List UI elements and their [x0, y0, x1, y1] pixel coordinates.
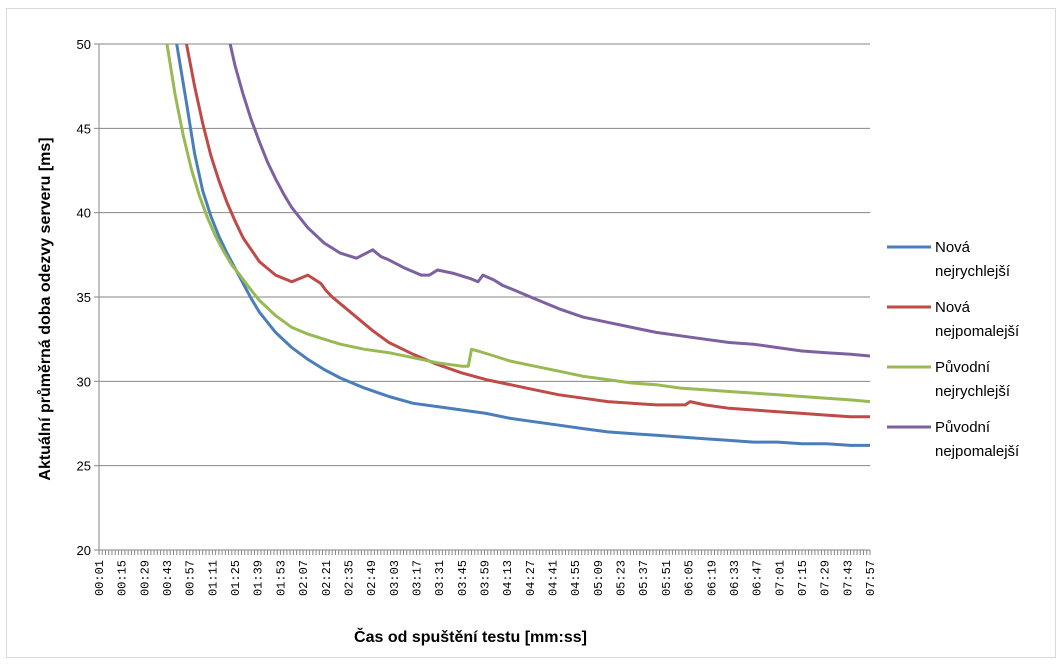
y-tick-label: 45 [77, 121, 91, 136]
x-tick-label: 01:53 [274, 560, 288, 596]
x-tick-label: 07:15 [796, 560, 810, 596]
x-tick-label: 05:51 [660, 560, 674, 596]
x-tick-label: 02:49 [365, 560, 379, 596]
x-tick-label: 00:01 [93, 560, 107, 596]
x-tick-label: 07:01 [773, 560, 787, 596]
x-tick-label: 05:09 [592, 560, 606, 596]
y-tick-label: 30 [77, 374, 91, 389]
x-tick-label: 01:39 [252, 560, 266, 596]
x-tick-label: 02:35 [342, 560, 356, 596]
legend-label-2: Nová nejpomalejší [935, 299, 1020, 340]
chart-frame: 20 25 30 35 40 45 50 00:01 00:15 00:29 00:43 00:57… [6, 8, 1056, 658]
x-axis-ticks: 00:01 00:15 00:29 00:43 00:57 01:11 01:25 01:39… [93, 550, 878, 596]
x-tick-label: 00:29 [138, 560, 152, 596]
y-tick-label: 35 [77, 290, 91, 305]
line-chart: 20 25 30 35 40 45 50 00:01 00:15 00:29 00:43 00:57… [37, 37, 1020, 646]
x-tick-label: 04:27 [524, 560, 538, 596]
x-tick-label: 04:41 [547, 560, 561, 596]
x-tick-label: 04:55 [569, 560, 583, 596]
x-tick-label: 01:11 [206, 560, 220, 596]
y-axis-title: Aktuální průměrná doba odezvy serveru [m… [37, 137, 54, 480]
x-tick-label: 02:21 [320, 560, 334, 596]
y-tick-label: 50 [77, 37, 91, 52]
x-tick-label: 03:59 [479, 560, 493, 596]
x-tick-label: 06:33 [728, 560, 742, 596]
gridlines [99, 43, 870, 467]
series-line-1 [175, 44, 870, 447]
y-tick-label: 20 [77, 543, 91, 558]
legend-label-3: Původní nejrychlejší [935, 359, 1011, 400]
x-tick-label: 00:43 [161, 560, 175, 596]
x-tick-label: 05:23 [615, 560, 629, 596]
x-tick-label: 03:45 [456, 560, 470, 596]
x-tick-label: 04:13 [501, 560, 515, 596]
x-tick-label: 01:25 [229, 560, 243, 596]
x-tick-label: 00:15 [116, 560, 130, 596]
series-line-4 [228, 44, 870, 358]
x-axis-title: Čas od spuštění testu [mm:ss] [354, 627, 587, 646]
x-tick-label: 05:37 [637, 560, 651, 596]
x-tick-label: 06:19 [705, 560, 719, 596]
legend-label-1: Nová nejrychlejší [935, 239, 1011, 280]
x-tick-label: 00:57 [184, 560, 198, 596]
series-line-3 [165, 44, 870, 404]
x-tick-label: 07:29 [819, 560, 833, 596]
y-tick-label: 40 [77, 206, 91, 221]
y-tick-label: 25 [77, 459, 91, 474]
x-tick-label: 07:57 [864, 560, 878, 596]
legend: Nová nejrychlejší Nová nejpomalejší Původní n… [887, 239, 1020, 460]
y-axis-ticks: 20 25 30 35 40 45 50 [77, 37, 99, 558]
x-tick-label: 06:05 [683, 560, 697, 596]
x-tick-label: 02:07 [297, 560, 311, 596]
series-line-2 [185, 44, 870, 419]
x-tick-label: 07:43 [841, 560, 855, 596]
legend-label-4: Původní nejpomalejší [935, 419, 1020, 460]
x-tick-label: 03:17 [410, 560, 424, 596]
x-tick-label: 03:03 [388, 560, 402, 596]
x-tick-label: 06:47 [751, 560, 765, 596]
plot-area [165, 44, 870, 447]
x-tick-label: 03:31 [433, 560, 447, 596]
